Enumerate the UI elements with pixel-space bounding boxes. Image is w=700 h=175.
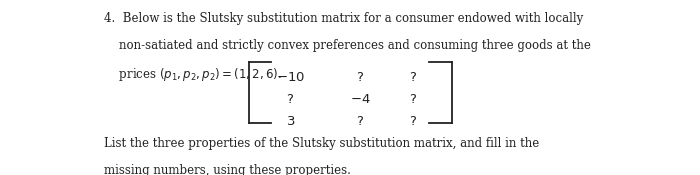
Text: $?$: $?$ [409,71,417,84]
Text: $?$: $?$ [356,115,365,128]
Text: $-10$: $-10$ [276,71,305,84]
Text: $?$: $?$ [356,71,365,84]
Text: $?$: $?$ [409,93,417,106]
Text: non-satiated and strictly convex preferences and consuming three goods at the: non-satiated and strictly convex prefere… [104,39,591,52]
Text: prices $(p_1, p_2, p_2) = (1, 2, 6)$.: prices $(p_1, p_2, p_2) = (1, 2, 6)$. [104,66,282,83]
Text: missing numbers, using these properties.: missing numbers, using these properties. [104,164,351,175]
Text: $3$: $3$ [286,115,295,128]
Text: $?$: $?$ [286,93,295,106]
Text: $?$: $?$ [409,115,417,128]
Text: 4.  Below is the Slutsky substitution matrix for a consumer endowed with locally: 4. Below is the Slutsky substitution mat… [104,12,583,25]
Text: List the three properties of the Slutsky substitution matrix, and fill in the: List the three properties of the Slutsky… [104,136,539,149]
Text: $-4$: $-4$ [350,93,371,106]
